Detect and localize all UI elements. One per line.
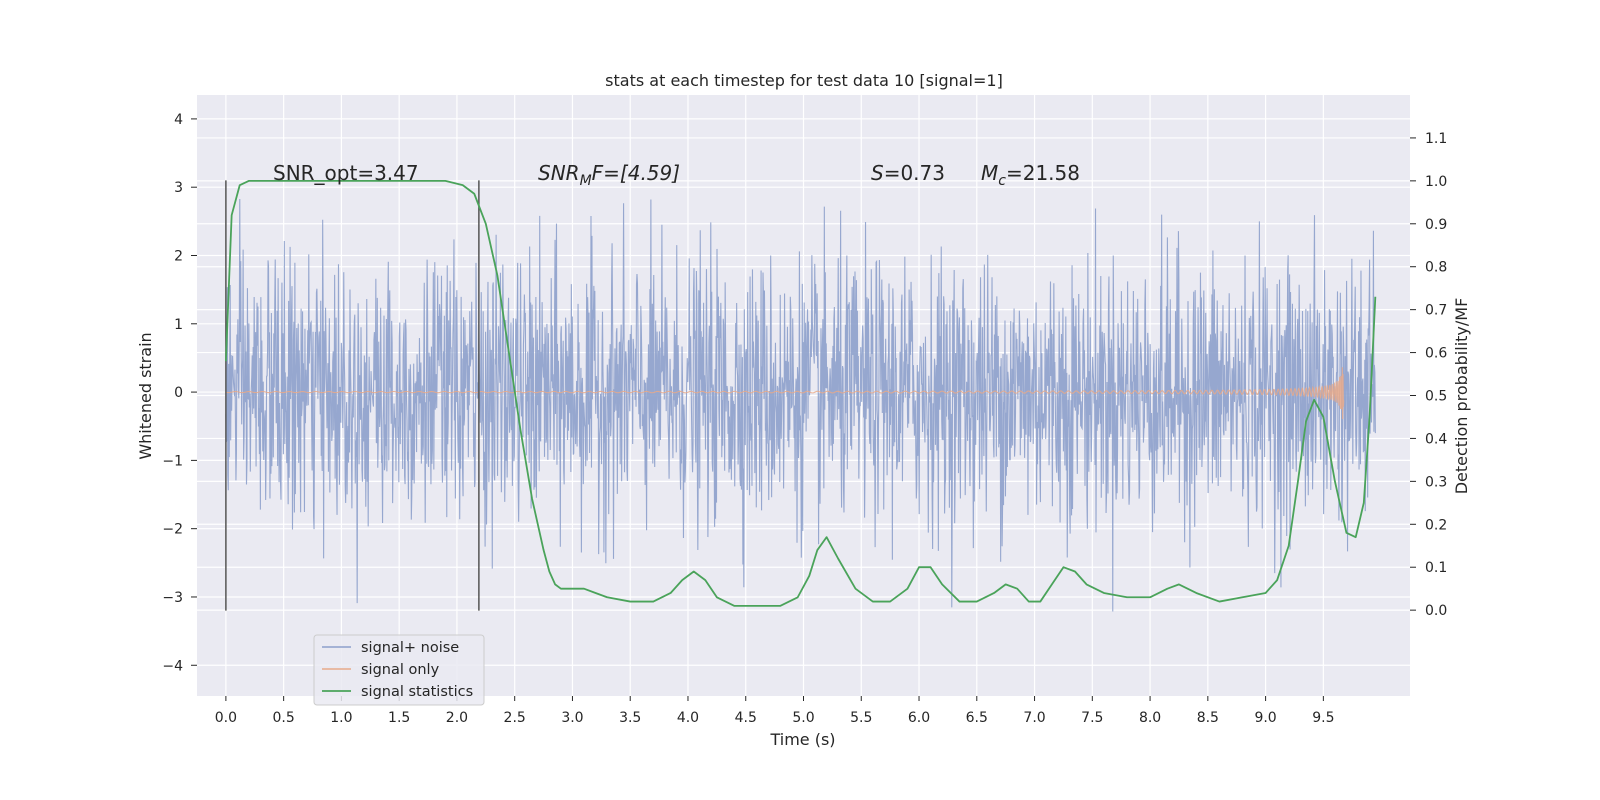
s-symbol: S (871, 161, 884, 185)
right-y-tick-label-4: 0.7 (1425, 303, 1447, 319)
x-tick-label-11: 5.5 (850, 710, 872, 726)
left-y-tick-label-1: 3 (174, 180, 183, 196)
x-tick-label-13: 6.5 (966, 710, 988, 726)
right-y-tick-label-9: 0.2 (1425, 517, 1447, 533)
mc-symbol: M (981, 161, 998, 185)
right-y-axis-ticks: 1.1 1.0 0.9 0.8 0.7 0.6 0.5 0.4 0.3 0.2 0.1 0.0 (1410, 131, 1447, 619)
mc-subscript: c (998, 173, 1006, 189)
left-y-tick-label-4: 0 (174, 385, 183, 401)
x-tick-label-6: 3.0 (561, 710, 583, 726)
snr-mf-value: F=[4.59] (592, 161, 680, 185)
legend: signal+ noise signal only signal statist… (313, 634, 485, 706)
x-tick-label-7: 3.5 (619, 710, 641, 726)
vertical-markers (225, 180, 480, 611)
left-y-axis-ticks: 4 3 2 1 0 −1 −2 −3 −4 (162, 112, 197, 674)
right-y-axis-label: Detection probability/MF (1452, 298, 1471, 495)
x-tick-label-17: 8.5 (1197, 710, 1219, 726)
right-y-tick-label-2: 0.9 (1425, 217, 1447, 233)
legend-label-noise: signal+ noise (361, 640, 459, 656)
x-axis-ticks: 0.0 0.5 1.0 1.5 2.0 2.5 3.0 3.5 4.0 4.5 5.0 5.5 6.0 6… (215, 696, 1334, 726)
right-y-tick-label-5: 0.6 (1425, 346, 1447, 362)
left-y-tick-label-6: −2 (162, 522, 183, 538)
x-tick-label-16: 8.0 (1139, 710, 1161, 726)
annotation-s: S=0.73 (871, 161, 945, 185)
chart-title: stats at each timestep for test data 10 … (605, 71, 1003, 90)
signal-statistics-line (224, 179, 1377, 607)
legend-box (313, 634, 485, 706)
x-tick-label-0: 0.0 (215, 710, 237, 726)
x-tick-label-12: 6.0 (908, 710, 930, 726)
mc-value: =21.58 (1006, 161, 1080, 185)
x-tick-label-18: 9.0 (1254, 710, 1276, 726)
legend-label-statistics: signal statistics (361, 684, 473, 700)
x-tick-label-2: 1.0 (330, 710, 352, 726)
x-tick-label-15: 7.5 (1081, 710, 1103, 726)
right-y-tick-label-8: 0.3 (1425, 474, 1447, 490)
right-y-tick-label-6: 0.5 (1425, 389, 1447, 405)
annotation-mc: Mc=21.58 (981, 161, 1080, 189)
series-signal-statistics (224, 179, 1377, 607)
left-y-tick-label-5: −1 (162, 453, 183, 469)
right-y-tick-label-10: 0.1 (1425, 560, 1447, 576)
x-tick-label-14: 7.0 (1023, 710, 1045, 726)
left-y-axis-label: Whitened strain (136, 332, 155, 459)
right-y-tick-label-7: 0.4 (1425, 431, 1447, 447)
right-y-tick-label-11: 0.0 (1425, 603, 1447, 619)
signal-noise-line (225, 198, 1376, 612)
left-y-tick-label-3: 1 (174, 317, 183, 333)
x-tick-label-1: 0.5 (273, 710, 295, 726)
left-y-tick-label-8: −4 (162, 658, 183, 674)
series-signal-noise (225, 198, 1376, 612)
x-tick-label-4: 2.0 (446, 710, 468, 726)
annotation-snr-opt: SNR_opt=3.47 (273, 161, 419, 185)
series-signal-only (225, 367, 1345, 420)
x-tick-label-3: 1.5 (388, 710, 410, 726)
annotation-snr-mf: SNRMF=[4.59] (538, 161, 680, 189)
x-tick-label-19: 9.5 (1312, 710, 1334, 726)
snr-mf-subscript: M (580, 173, 592, 189)
right-y-tick-label-3: 0.8 (1425, 260, 1447, 276)
x-tick-label-10: 5.0 (792, 710, 814, 726)
s-value: =0.73 (884, 161, 945, 185)
right-y-tick-label-1: 1.0 (1425, 174, 1447, 190)
left-y-tick-label-2: 2 (174, 248, 183, 264)
snr-mf-prefix: SNR (538, 161, 580, 185)
x-tick-label-9: 4.5 (735, 710, 757, 726)
x-tick-label-8: 4.0 (677, 710, 699, 726)
legend-label-signal: signal only (361, 662, 440, 678)
x-tick-label-5: 2.5 (504, 710, 526, 726)
signal-only-line (225, 367, 1345, 420)
x-axis-label: Time (s) (769, 730, 835, 749)
right-y-tick-label-0: 1.1 (1425, 131, 1447, 147)
left-y-tick-label-7: −3 (162, 590, 183, 606)
left-y-tick-label-0: 4 (174, 112, 183, 128)
